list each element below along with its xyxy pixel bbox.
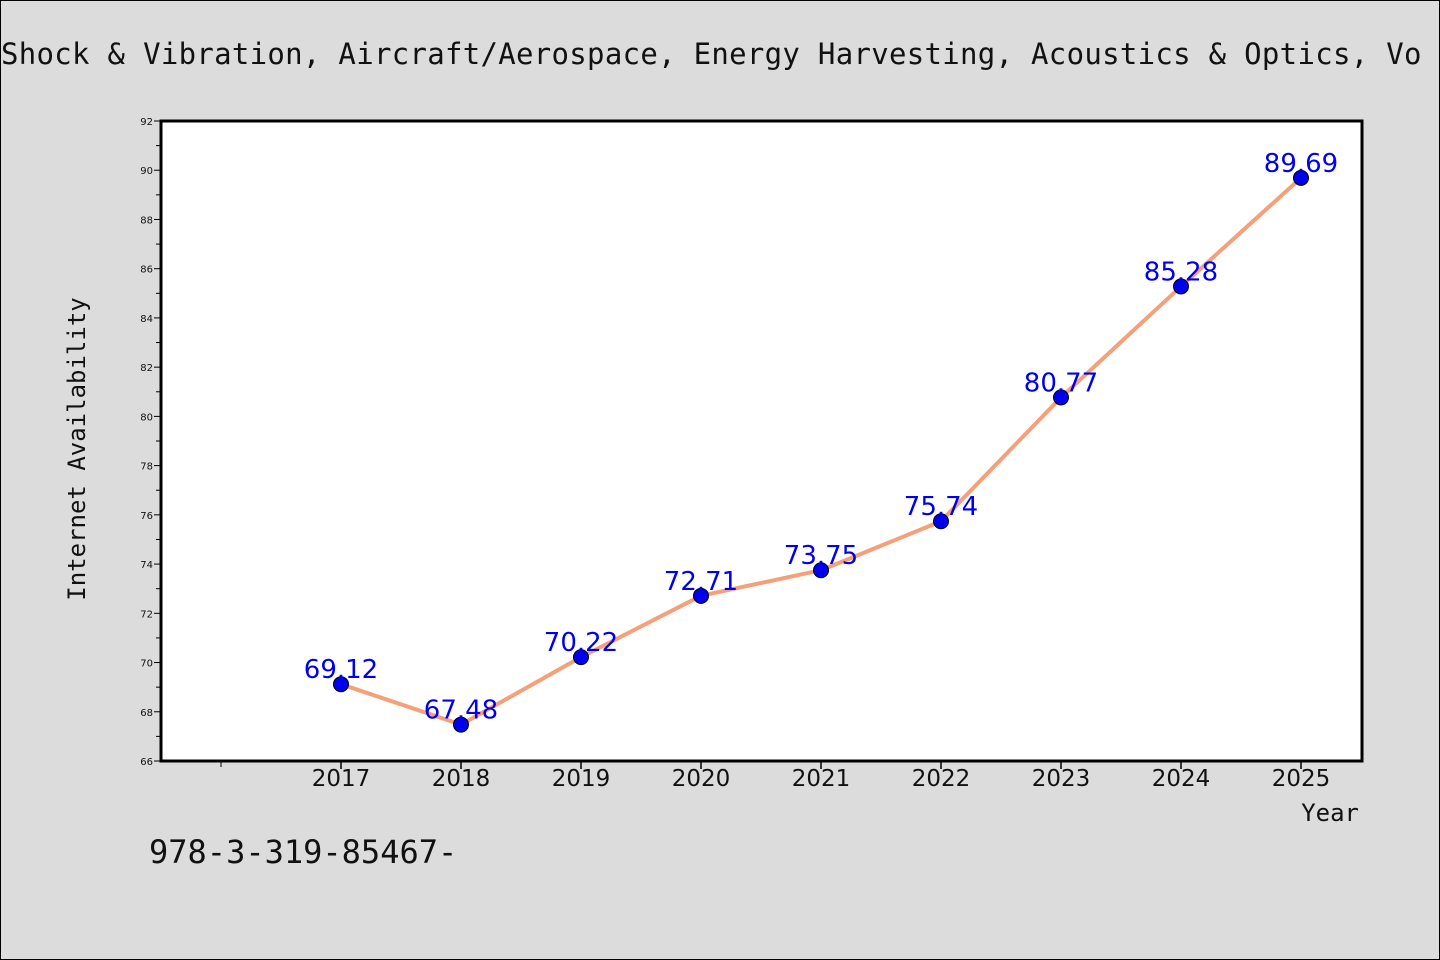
data-point-2023 [1053,389,1069,406]
x-tick-label-2024: 2024 [1152,766,1211,792]
x-tick-label-2021: 2021 [792,766,851,792]
y-tick-label-86: 86 [140,265,153,276]
data-label-2022: 75.74 [904,492,978,522]
y-tick-label-80: 80 [140,412,153,423]
y-tick-label-78: 78 [140,462,153,473]
y-tick-label-82: 82 [140,363,153,374]
data-label-2019: 70.22 [544,628,618,658]
x-tick-label-2019: 2019 [552,766,611,792]
y-tick-label-84: 84 [140,314,153,325]
data-point-2025 [1293,169,1309,186]
data-label-2023: 80.77 [1024,368,1098,398]
data-point-2017 [333,676,349,693]
data-label-2017: 69.12 [304,655,378,685]
x-tick-label-2020: 2020 [672,766,731,792]
y-tick-label-70: 70 [140,659,153,670]
data-point-2019 [573,649,589,666]
data-label-2024: 85.28 [1144,257,1218,287]
x-tick-label-2018: 2018 [432,766,491,792]
data-point-2018 [453,716,469,733]
data-label-2020: 72.71 [664,567,738,597]
data-point-2024 [1173,278,1189,295]
y-tick-label-68: 68 [140,708,153,719]
y-axis-label: Internet Availability [63,297,91,600]
y-tick-label-90: 90 [140,166,153,177]
chart-title: Shock & Vibration, Aircraft/Aerospace, E… [1,37,1422,71]
x-axis-label: Year [1301,799,1359,827]
x-tick-label-2022: 2022 [912,766,971,792]
y-tick-label-88: 88 [140,215,153,226]
y-tick-label-72: 72 [140,609,153,620]
data-point-2022 [933,513,949,530]
plot-area-frame [159,119,1364,763]
x-tick-label-2017: 2017 [312,766,371,792]
y-tick-label-66: 66 [140,757,153,768]
data-point-2020 [693,587,709,604]
axes: 66 68 70 72 74 76 78 80 82 84 86 88 90 92 2017 2018 2019… [140,117,1364,792]
series-layer [333,169,1309,733]
x-tick-label-2023: 2023 [1032,766,1091,792]
x-tick-label-2025: 2025 [1272,766,1331,792]
y-tick-label-74: 74 [140,560,153,571]
data-label-2025: 89.69 [1264,149,1338,179]
data-label-2021: 73.75 [784,541,858,571]
data-labels: 69.12 67.48 70.22 72.71 73.75 75.74 80.77 85.28… [304,149,1338,726]
data-point-2021 [813,562,829,579]
data-label-2018: 67.48 [424,696,498,726]
y-tick-label-92: 92 [140,117,153,128]
footer-isbn-text: 978-3-319-85467- [149,833,458,871]
y-tick-label-76: 76 [140,511,153,522]
